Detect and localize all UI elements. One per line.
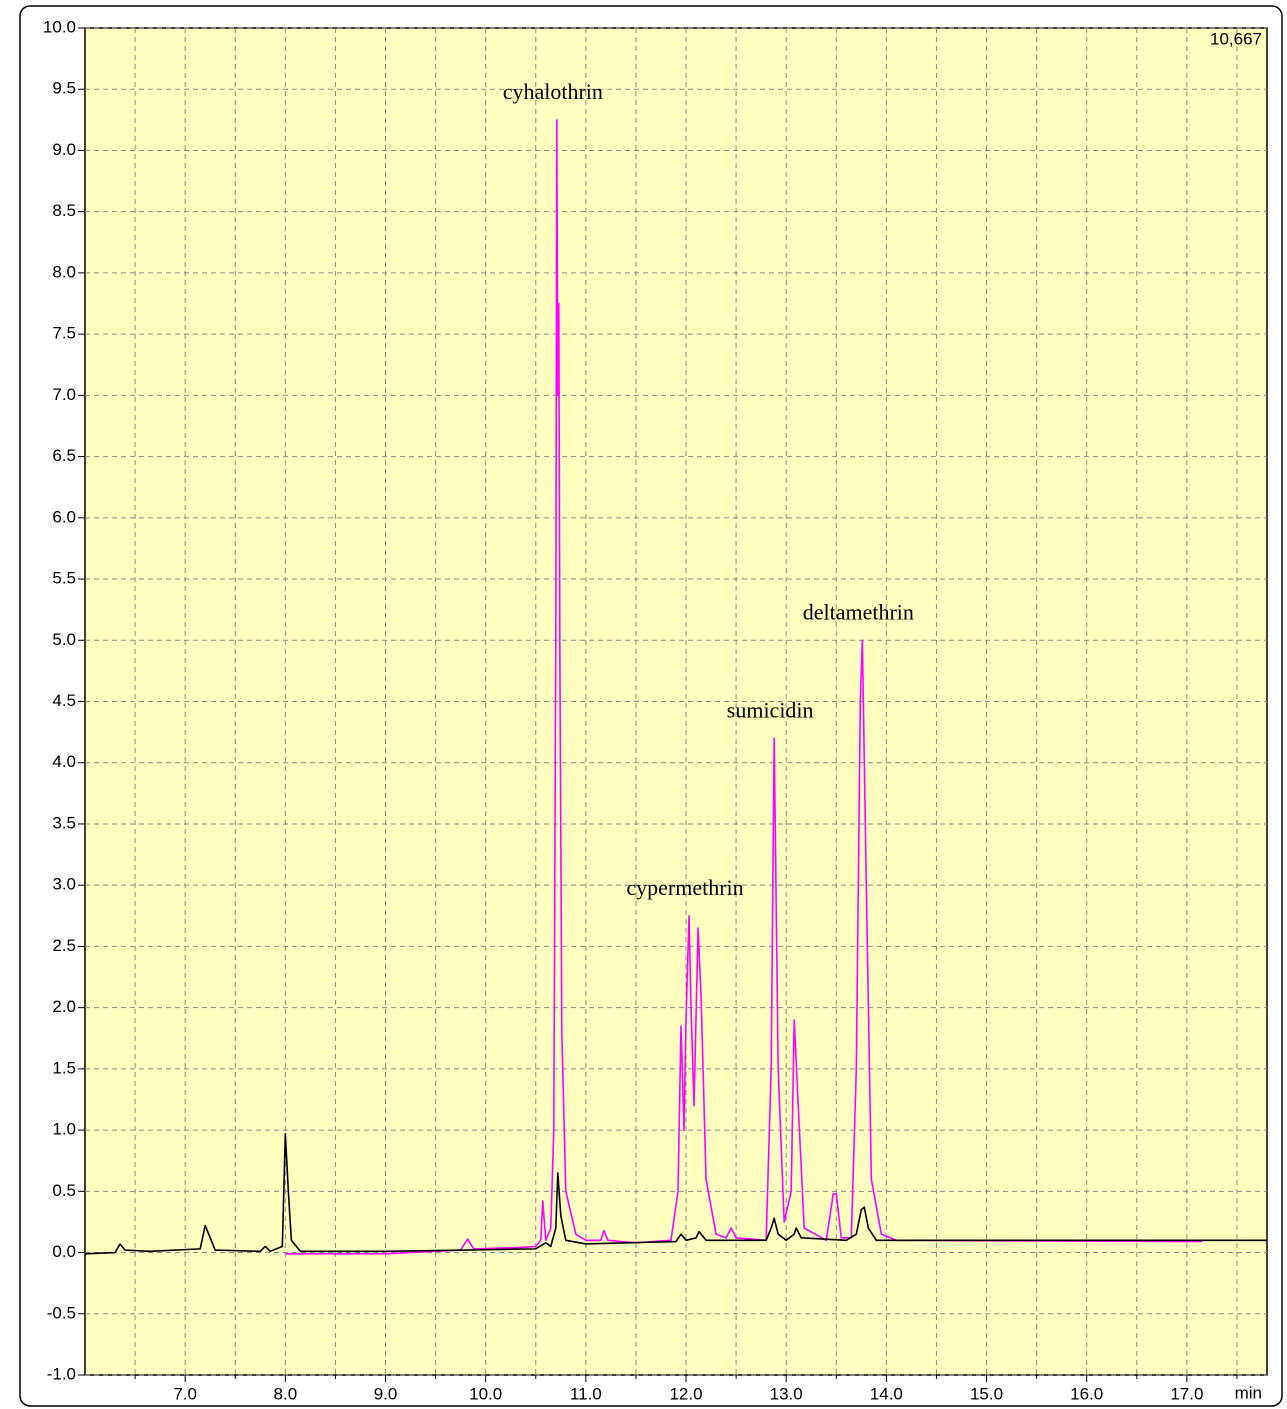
y-tick-label: 3.0 <box>52 875 76 894</box>
y-tick-label: 4.5 <box>52 691 76 710</box>
y-tick-label: 3.5 <box>52 813 76 832</box>
corner-label: 10,667 <box>1210 29 1262 48</box>
x-axis-label: min <box>1235 1383 1262 1402</box>
peak-label: cyhalothrin <box>503 79 603 104</box>
peak-label: cypermethrin <box>626 875 743 900</box>
y-tick-label: 8.0 <box>52 262 76 281</box>
x-tick-label: 17.0 <box>1170 1384 1203 1403</box>
x-tick-label: 14.0 <box>870 1384 903 1403</box>
y-tick-label: -0.5 <box>47 1303 76 1322</box>
y-tick-label: 2.5 <box>52 936 76 955</box>
x-tick-label: 13.0 <box>770 1384 803 1403</box>
y-tick-label: 6.0 <box>52 507 76 526</box>
x-tick-label: 11.0 <box>570 1384 602 1403</box>
y-tick-label: 0.5 <box>52 1181 76 1200</box>
y-tick-label: 0.0 <box>52 1242 76 1261</box>
x-tick-label: 12.0 <box>669 1384 702 1403</box>
x-tick-label: 10.0 <box>469 1384 502 1403</box>
x-tick-label: 16.0 <box>1070 1384 1103 1403</box>
y-tick-label: 2.0 <box>52 997 76 1016</box>
x-tick-label: 15.0 <box>970 1384 1003 1403</box>
x-tick-label: 8.0 <box>274 1384 298 1403</box>
x-tick-label: 7.0 <box>173 1384 197 1403</box>
y-tick-label: 1.0 <box>52 1120 76 1139</box>
y-tick-label: 1.5 <box>52 1058 76 1077</box>
y-tick-label: 9.0 <box>52 140 76 159</box>
y-tick-label: 10.0 <box>43 17 76 36</box>
grid <box>78 27 1267 1382</box>
y-tick-label: 9.5 <box>52 79 76 98</box>
y-tick-label: 6.5 <box>52 446 76 465</box>
trace <box>84 1132 1267 1255</box>
y-tick-label: 4.0 <box>52 752 76 771</box>
labels: -1.0 -0.5 0.0 0.5 1.0 1.5 2.0 2.5 3.0 3.5 4.0 4.5 5.… <box>43 17 1204 1403</box>
y-tick-label: -1.0 <box>47 1364 76 1383</box>
y-tick-label: 8.5 <box>52 201 76 220</box>
y-tick-label: 7.0 <box>52 385 76 404</box>
plot-area <box>84 27 1268 1376</box>
y-tick-label: 5.0 <box>52 630 76 649</box>
x-tick-label: 9.0 <box>374 1384 398 1403</box>
y-tick-label: 7.5 <box>52 324 76 343</box>
peak-label: sumicidin <box>727 697 814 722</box>
peak-label: deltamethrin <box>803 599 914 624</box>
y-tick-label: 5.5 <box>52 569 76 588</box>
traces <box>84 119 1267 1255</box>
trace <box>285 119 1202 1255</box>
